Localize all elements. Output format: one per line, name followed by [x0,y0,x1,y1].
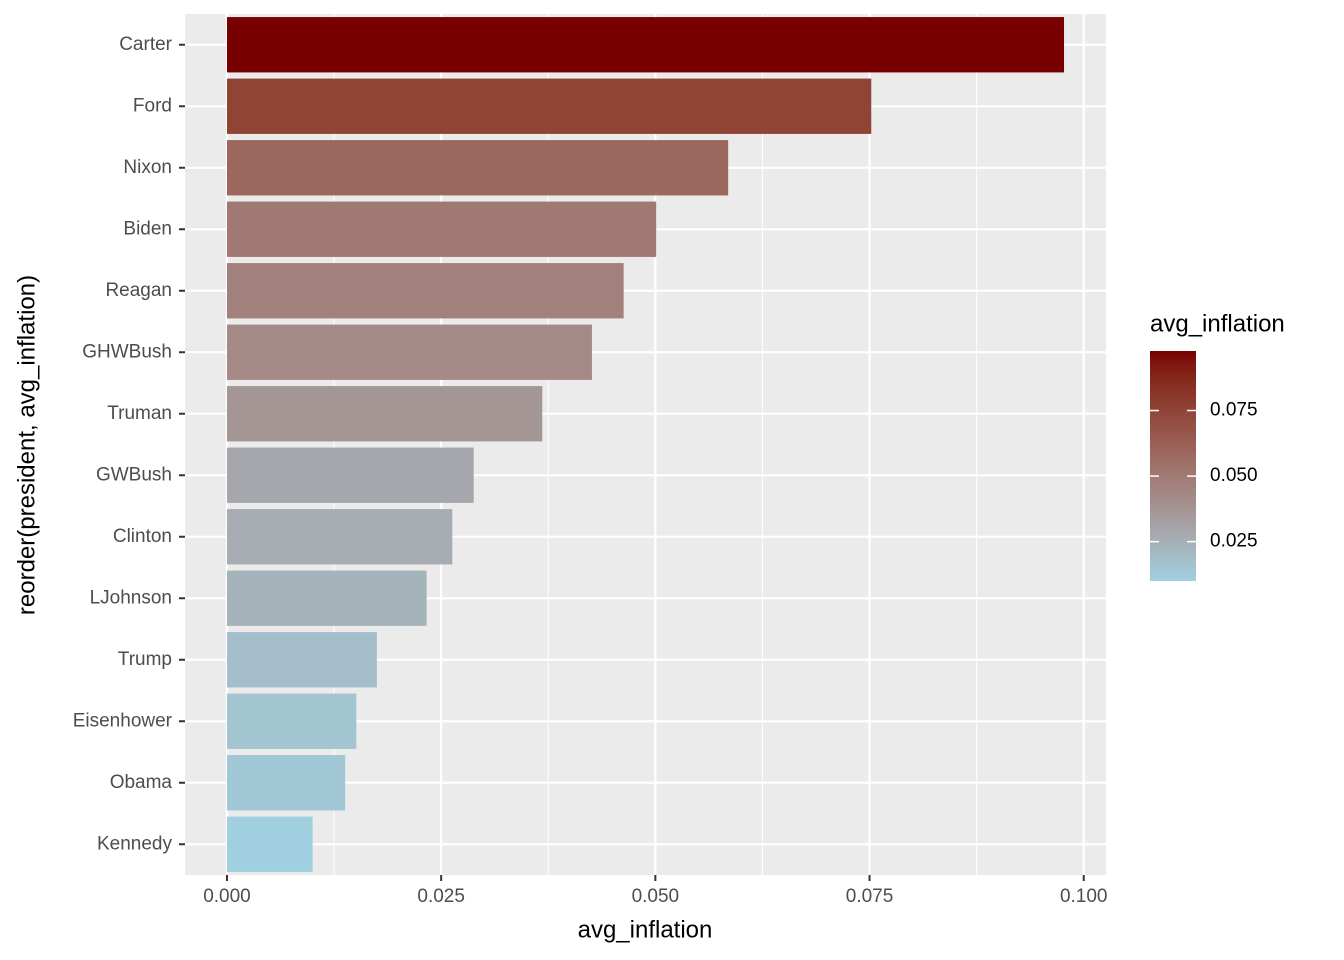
y-tick-label: Carter [119,34,172,55]
legend-tick-label: 0.050 [1210,465,1258,486]
bar [226,570,427,626]
legend-tick-label: 0.025 [1210,531,1258,552]
bar [226,17,1065,73]
bar [226,78,872,134]
legend-tick-label: 0.075 [1210,400,1258,421]
y-tick-label: GHWBush [82,341,172,362]
bar [226,693,357,749]
x-tick-label: 0.100 [1060,886,1108,907]
x-tick-label: 0.025 [417,886,465,907]
y-tick-label: Reagan [105,280,172,301]
bar [226,140,729,196]
bar [226,816,313,872]
y-tick-label: GWBush [96,464,172,485]
x-tick-label: 0.075 [846,886,894,907]
legend-title: avg_inflation [1150,310,1285,337]
x-tick-label: 0.000 [203,886,251,907]
y-tick-label: Truman [107,403,172,424]
y-tick-label: Eisenhower [73,710,173,731]
x-axis-title: avg_inflation [578,916,713,943]
bar [226,324,592,380]
y-tick-label: Nixon [123,157,172,178]
bar [226,201,657,257]
bar [226,632,377,688]
bar [226,386,543,442]
colorbar [1150,351,1196,581]
y-axis-title: reorder(president, avg_inflation) [13,275,40,615]
y-tick-label: Clinton [113,526,172,547]
y-tick-label: LJohnson [90,587,172,608]
bar [226,447,474,503]
bar [226,509,453,565]
y-tick-label: Kennedy [97,833,173,854]
y-tick-label: Trump [118,649,172,670]
x-tick-label: 0.050 [632,886,680,907]
y-tick-label: Biden [123,218,172,239]
y-tick-label: Obama [110,772,173,793]
y-tick-label: Ford [133,95,172,116]
bar [226,263,624,319]
bar [226,755,346,811]
